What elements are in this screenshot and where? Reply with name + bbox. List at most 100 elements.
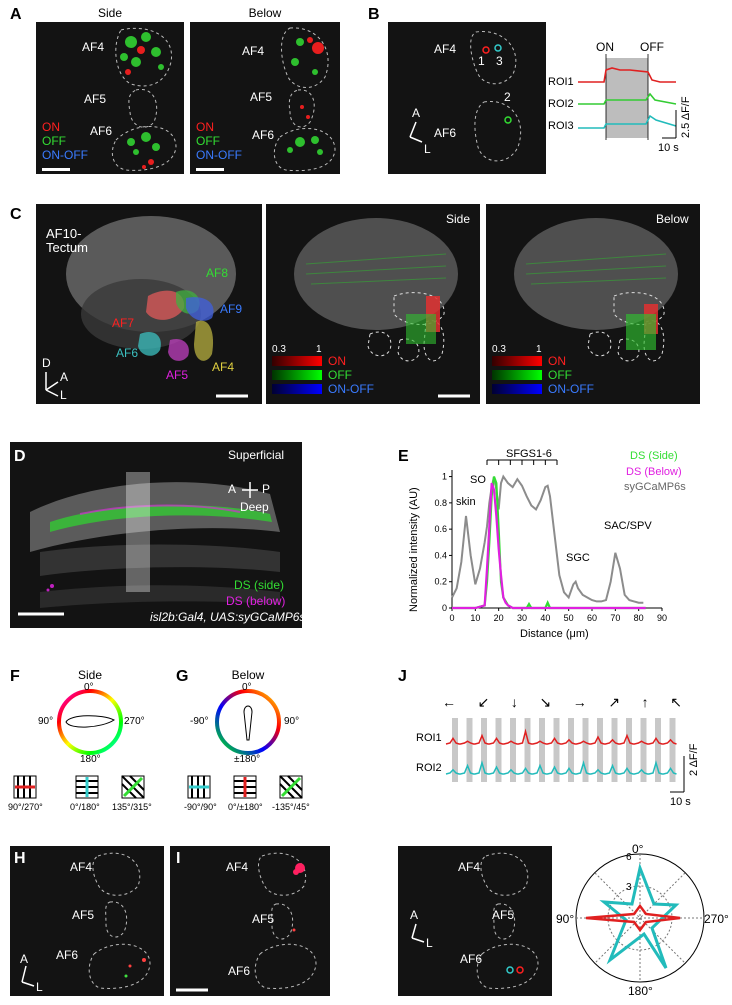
panel-c-side-legend-onoff: ON-OFF bbox=[328, 382, 374, 396]
j-stimulus-bar bbox=[553, 718, 560, 782]
panel-c-below-scale-lo: 0.3 bbox=[492, 344, 506, 355]
panel-c-title-line1: AF10- bbox=[46, 226, 82, 241]
panel-j-polar-angle-0: 0° bbox=[632, 842, 644, 856]
panel-c-region-af8: AF8 bbox=[206, 266, 229, 280]
j-stimulus-bar bbox=[466, 718, 473, 782]
j-stimulus-bar bbox=[611, 718, 618, 782]
arrow-up-right-icon: ↗ bbox=[608, 694, 621, 710]
panel-d-p-label: P bbox=[262, 482, 271, 496]
roi3-marker bbox=[494, 44, 502, 52]
panel-b-roi-num-3: 3 bbox=[496, 54, 503, 68]
e-x-tick-label: 40 bbox=[540, 613, 550, 623]
panel-f-angle-90: 90° bbox=[38, 716, 54, 727]
panel-label-j: J bbox=[398, 668, 407, 685]
panel-e-legend-sygcamp: syGCaMP6s bbox=[624, 481, 686, 493]
e-series-sygcamp6s bbox=[451, 474, 644, 604]
panel-c-below-title: Below bbox=[656, 212, 689, 226]
panel-d-genotype-label: isl2b:Gal4, UAS:syGCaMP6s bbox=[150, 610, 302, 624]
e-x-tick-label: 60 bbox=[587, 613, 597, 623]
panel-f-angle-270: 270° bbox=[124, 716, 145, 727]
panel-c-axis-d: D bbox=[42, 356, 51, 370]
j-stimulus-bar bbox=[597, 718, 603, 782]
arrow-right-icon: → bbox=[572, 694, 587, 710]
panel-c-below-legend-off: OFF bbox=[548, 368, 572, 382]
panel-c-below-legend-on: ON bbox=[548, 354, 566, 368]
panel-i-image: AF4 AF5 AF6 bbox=[170, 846, 330, 996]
panel-a-side-legend-onoff: ON-OFF bbox=[42, 148, 88, 162]
e-y-tick-label: 0.4 bbox=[434, 550, 447, 560]
j-stimulus-bar bbox=[626, 718, 632, 782]
panel-b-on-label: ON bbox=[596, 40, 614, 54]
e-x-tick-label: 50 bbox=[564, 613, 574, 623]
j-stimulus-bar bbox=[640, 718, 647, 782]
panel-label-b: B bbox=[368, 6, 380, 23]
panel-h-region-af4: AF4 bbox=[70, 860, 93, 874]
roi1-marker bbox=[482, 46, 490, 54]
panel-label-f: F bbox=[10, 668, 20, 685]
panel-c-region-af6: AF6 bbox=[116, 346, 139, 360]
panel-c-side-scale-lo: 0.3 bbox=[272, 344, 286, 355]
arrow-down-icon: ↓ bbox=[510, 694, 518, 710]
panel-d-ds-side-label: DS (side) bbox=[234, 578, 285, 592]
panel-j-axis-l: L bbox=[426, 936, 433, 950]
panel-h-region-af6: AF6 bbox=[56, 948, 79, 962]
panel-c-side-title: Side bbox=[446, 212, 471, 226]
panel-label-d: D bbox=[14, 448, 26, 465]
panel-a-side-scale-bar bbox=[42, 168, 70, 171]
panel-b-region-af4: AF4 bbox=[434, 42, 457, 56]
panel-e-xlabel: Distance (μm) bbox=[520, 628, 589, 640]
panel-f-angle-180: 180° bbox=[80, 754, 101, 765]
panel-g-title: Below bbox=[231, 668, 265, 682]
panel-f-angle-0: 0° bbox=[84, 682, 94, 693]
panel-label-a: A bbox=[10, 6, 22, 23]
panel-j-axis-a: A bbox=[410, 908, 419, 922]
panel-b-axis-a: A bbox=[412, 106, 421, 120]
panel-e-sfgs-label: SFGS1-6 bbox=[506, 448, 552, 460]
panel-a-side-image: AF4 AF5 AF6 ON OFF ON-OFF bbox=[36, 22, 184, 174]
arrow-down-right-icon: ↘ bbox=[539, 694, 552, 710]
panel-b-traces bbox=[578, 54, 677, 140]
panel-h-axis-l: L bbox=[36, 980, 43, 994]
panel-a-below-region-af6: AF6 bbox=[252, 128, 275, 142]
j-trace-roi2 bbox=[445, 760, 677, 775]
roi2-marker bbox=[504, 116, 512, 124]
panel-b-roi-num-2: 2 bbox=[504, 90, 511, 104]
panel-i-region-af5: AF5 bbox=[252, 912, 275, 926]
panel-a-side-region-af5: AF5 bbox=[84, 92, 107, 106]
arrow-up-left-icon: ↖ bbox=[670, 694, 682, 710]
panel-a-side-title: Side bbox=[97, 6, 123, 20]
panel-e-legend-ds-below: DS (Below) bbox=[626, 466, 682, 478]
panel-e-legend-ds-side: DS (Side) bbox=[630, 450, 678, 462]
e-y-tick-label: 0.8 bbox=[434, 498, 447, 508]
panel-f-stim-3: 135°/315° bbox=[112, 802, 152, 812]
j-stimulus-bar bbox=[452, 718, 458, 782]
e-x-tick-label: 30 bbox=[517, 613, 527, 623]
panel-g-angle-0: 0° bbox=[242, 682, 252, 693]
panel-g-angle-180: ±180° bbox=[234, 754, 261, 765]
panel-g-angle-neg90: -90° bbox=[190, 716, 209, 727]
panel-b-image: AF4 AF6 1 3 2 A L bbox=[388, 22, 546, 174]
panel-j-region-af5: AF5 bbox=[492, 908, 515, 922]
e-x-tick-label: 70 bbox=[610, 613, 620, 623]
panel-c-below-legend-onoff: ON-OFF bbox=[548, 382, 594, 396]
panel-c-side-legend-on: ON bbox=[328, 354, 346, 368]
e-x-tick-label: 90 bbox=[657, 613, 667, 623]
panel-c-atlas-image: AF10- Tectum AF8 AF9 AF7 AF6 AF5 AF4 D A… bbox=[36, 204, 262, 404]
panel-d-ds-below-label: DS (below) bbox=[226, 594, 286, 608]
j-trace-roi1 bbox=[445, 728, 677, 745]
panel-j-arrows: ← ↙ ↓ ↘ → ↗ ↑ ↖ bbox=[442, 694, 682, 714]
j-stimulus-bar bbox=[524, 718, 531, 782]
arrow-down-left-icon: ↙ bbox=[477, 694, 490, 710]
panel-c-axis-a: A bbox=[60, 370, 69, 384]
panel-e-annot-sgc: SGC bbox=[566, 552, 590, 564]
panel-c-side-legend-off: OFF bbox=[328, 368, 352, 382]
panel-j-trace-roi1: ROI1 bbox=[416, 732, 442, 744]
panel-c-region-af9: AF9 bbox=[220, 302, 243, 316]
panel-j-polar-angle-90: 90° bbox=[556, 912, 575, 926]
panel-c-below-scale-hi: 1 bbox=[536, 344, 542, 355]
panel-j-polar-tick-6: 6 bbox=[626, 852, 632, 863]
panel-g-angle-90: 90° bbox=[284, 716, 300, 727]
e-x-tick-label: 0 bbox=[449, 613, 454, 623]
